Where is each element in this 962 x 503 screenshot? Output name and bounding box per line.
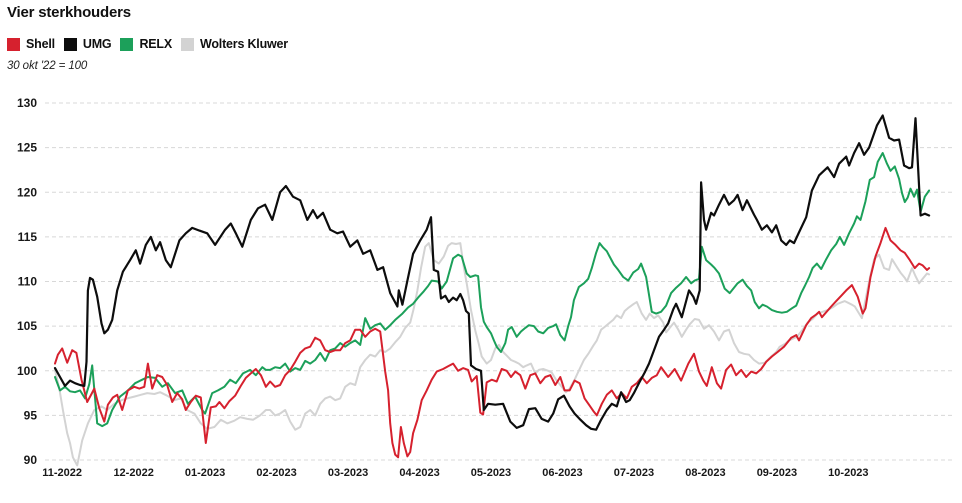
legend-swatch-umg-icon (63, 37, 77, 51)
series-line-umg (53, 114, 931, 431)
y-axis-tick-115: 115 (18, 230, 38, 244)
legend-swatch-wolters-kluwer-icon (181, 37, 194, 51)
legend-label-umg: UMG (82, 37, 112, 51)
x-axis-tick-03-2023: 03-2023 (328, 467, 368, 479)
x-axis-tick-05-2023: 05-2023 (471, 467, 511, 479)
y-axis-tick-120: 120 (17, 185, 37, 199)
page-title: Vier sterkhouders (7, 4, 131, 21)
legend-item-umg: UMG (63, 37, 112, 51)
y-axis-tick-95: 95 (24, 408, 38, 422)
x-axis-tick-08-2023: 08-2023 (685, 467, 725, 479)
chart-legend: Shell UMG RELX Wolters Kluwer (7, 37, 288, 51)
x-axis-tick-12-2022: 12-2022 (113, 467, 153, 479)
series-line-shell (54, 226, 931, 459)
legend-item-relx: RELX (120, 37, 172, 51)
chart-index-note: 30 okt '22 = 100 (7, 60, 88, 72)
x-axis-tick-01-2023: 01-2023 (185, 467, 225, 479)
y-axis-tick-100: 100 (17, 364, 37, 378)
x-axis-tick-10-2023: 10-2023 (828, 467, 868, 479)
y-axis-tick-105: 105 (17, 319, 37, 333)
legend-item-wolters-kluwer: Wolters Kluwer (181, 37, 288, 51)
legend-label-relx: RELX (139, 37, 172, 51)
legend-label-wolters-kluwer: Wolters Kluwer (200, 37, 288, 51)
legend-item-shell: Shell (7, 37, 55, 51)
legend-swatch-shell-icon (7, 37, 20, 51)
legend-label-shell: Shell (26, 37, 55, 51)
x-axis-tick-06-2023: 06-2023 (542, 467, 582, 479)
y-axis-tick-130: 130 (17, 96, 37, 110)
y-axis-tick-110: 110 (18, 275, 38, 289)
x-axis-tick-04-2023: 04-2023 (399, 467, 439, 479)
x-axis-tick-09-2023: 09-2023 (757, 467, 797, 479)
x-axis-tick-02-2023: 02-2023 (256, 467, 296, 479)
y-axis-tick-90: 90 (24, 453, 38, 467)
legend-swatch-relx-icon (120, 37, 134, 51)
series-line-wolters-kluwer (54, 242, 931, 467)
x-axis-tick-07-2023: 07-2023 (614, 467, 654, 479)
series-line-relx (54, 152, 931, 428)
x-axis-tick-11-2022: 11-2022 (42, 467, 82, 479)
y-axis-tick-125: 125 (17, 141, 37, 155)
